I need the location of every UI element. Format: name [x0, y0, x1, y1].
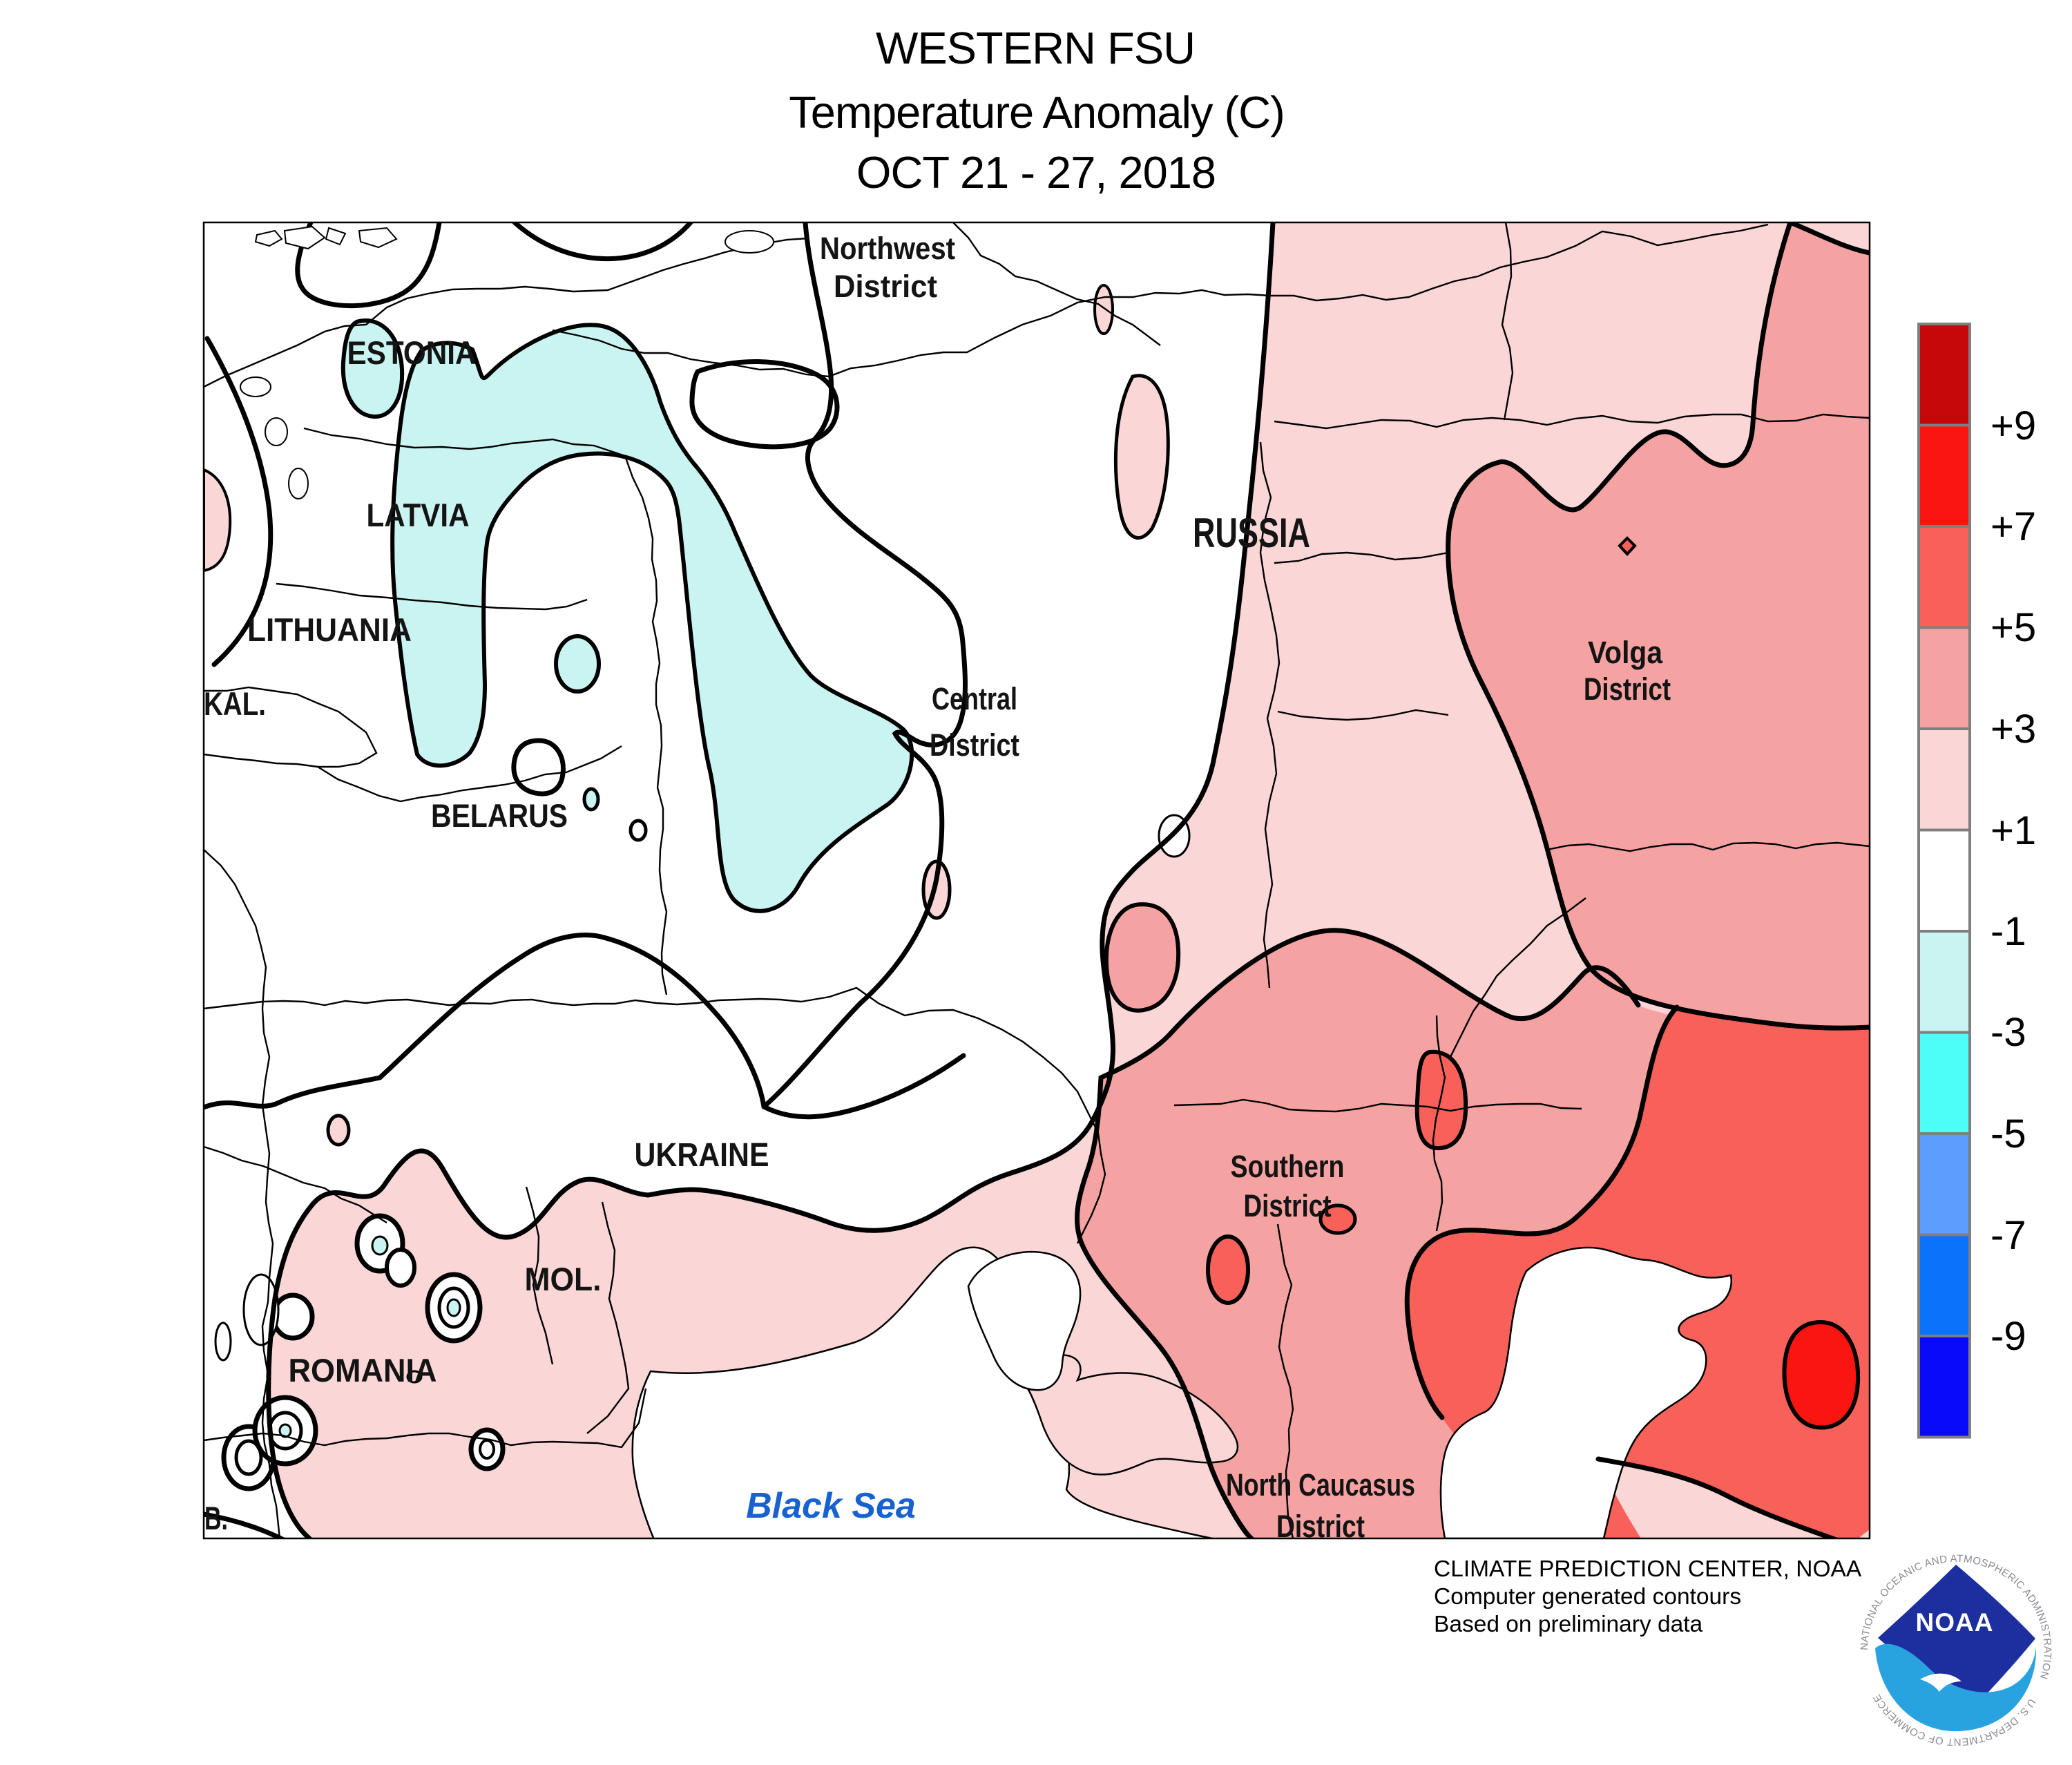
svg-text:WESTERN FSU: WESTERN FSU: [876, 23, 1195, 73]
svg-text:BELARUS: BELARUS: [431, 797, 568, 834]
svg-text:District: District: [834, 269, 937, 304]
svg-text:North Caucasus: North Caucasus: [1226, 1467, 1415, 1502]
svg-text:+7: +7: [1991, 504, 2036, 549]
svg-text:-7: -7: [1991, 1213, 2026, 1258]
svg-text:-9: -9: [1991, 1314, 2026, 1359]
svg-text:OCT 21 - 27, 2018: OCT 21 - 27, 2018: [856, 147, 1216, 198]
svg-text:NOAA: NOAA: [1916, 1608, 1994, 1637]
svg-text:+9: +9: [1991, 403, 2036, 448]
svg-text:Temperature Anomaly (C): Temperature Anomaly (C): [789, 87, 1285, 137]
svg-text:-3: -3: [1991, 1010, 2026, 1055]
svg-text:Volga: Volga: [1588, 635, 1663, 670]
svg-text:CLIMATE PREDICTION CENTER, NOA: CLIMATE PREDICTION CENTER, NOAA: [1434, 1556, 1862, 1582]
svg-text:Computer generated contours: Computer generated contours: [1434, 1584, 1741, 1610]
svg-text:District: District: [1244, 1188, 1332, 1223]
svg-text:B.: B.: [204, 1500, 228, 1536]
svg-text:+1: +1: [1991, 808, 2036, 853]
svg-text:Based on preliminary data: Based on preliminary data: [1434, 1612, 1703, 1637]
svg-text:District: District: [1584, 671, 1671, 707]
svg-text:Black Sea: Black Sea: [746, 1486, 916, 1526]
svg-text:+3: +3: [1991, 707, 2036, 752]
svg-text:KAL.: KAL.: [204, 685, 266, 722]
svg-text:District: District: [930, 727, 1019, 763]
svg-text:ROMANIA: ROMANIA: [289, 1352, 437, 1389]
svg-text:LITHUANIA: LITHUANIA: [247, 611, 412, 648]
svg-text:-5: -5: [1991, 1112, 2026, 1156]
svg-text:RUSSIA: RUSSIA: [1193, 510, 1310, 556]
svg-text:MOL.: MOL.: [525, 1261, 602, 1297]
svg-text:District: District: [1276, 1509, 1365, 1544]
svg-text:ESTONIA: ESTONIA: [347, 334, 477, 371]
svg-text:-1: -1: [1991, 909, 2026, 954]
svg-text:UKRAINE: UKRAINE: [635, 1137, 769, 1174]
svg-text:LATVIA: LATVIA: [367, 497, 470, 533]
svg-text:Southern: Southern: [1231, 1149, 1345, 1184]
svg-text:+5: +5: [1991, 605, 2036, 650]
svg-text:Northwest: Northwest: [820, 231, 955, 266]
svg-text:Central: Central: [932, 681, 1017, 716]
